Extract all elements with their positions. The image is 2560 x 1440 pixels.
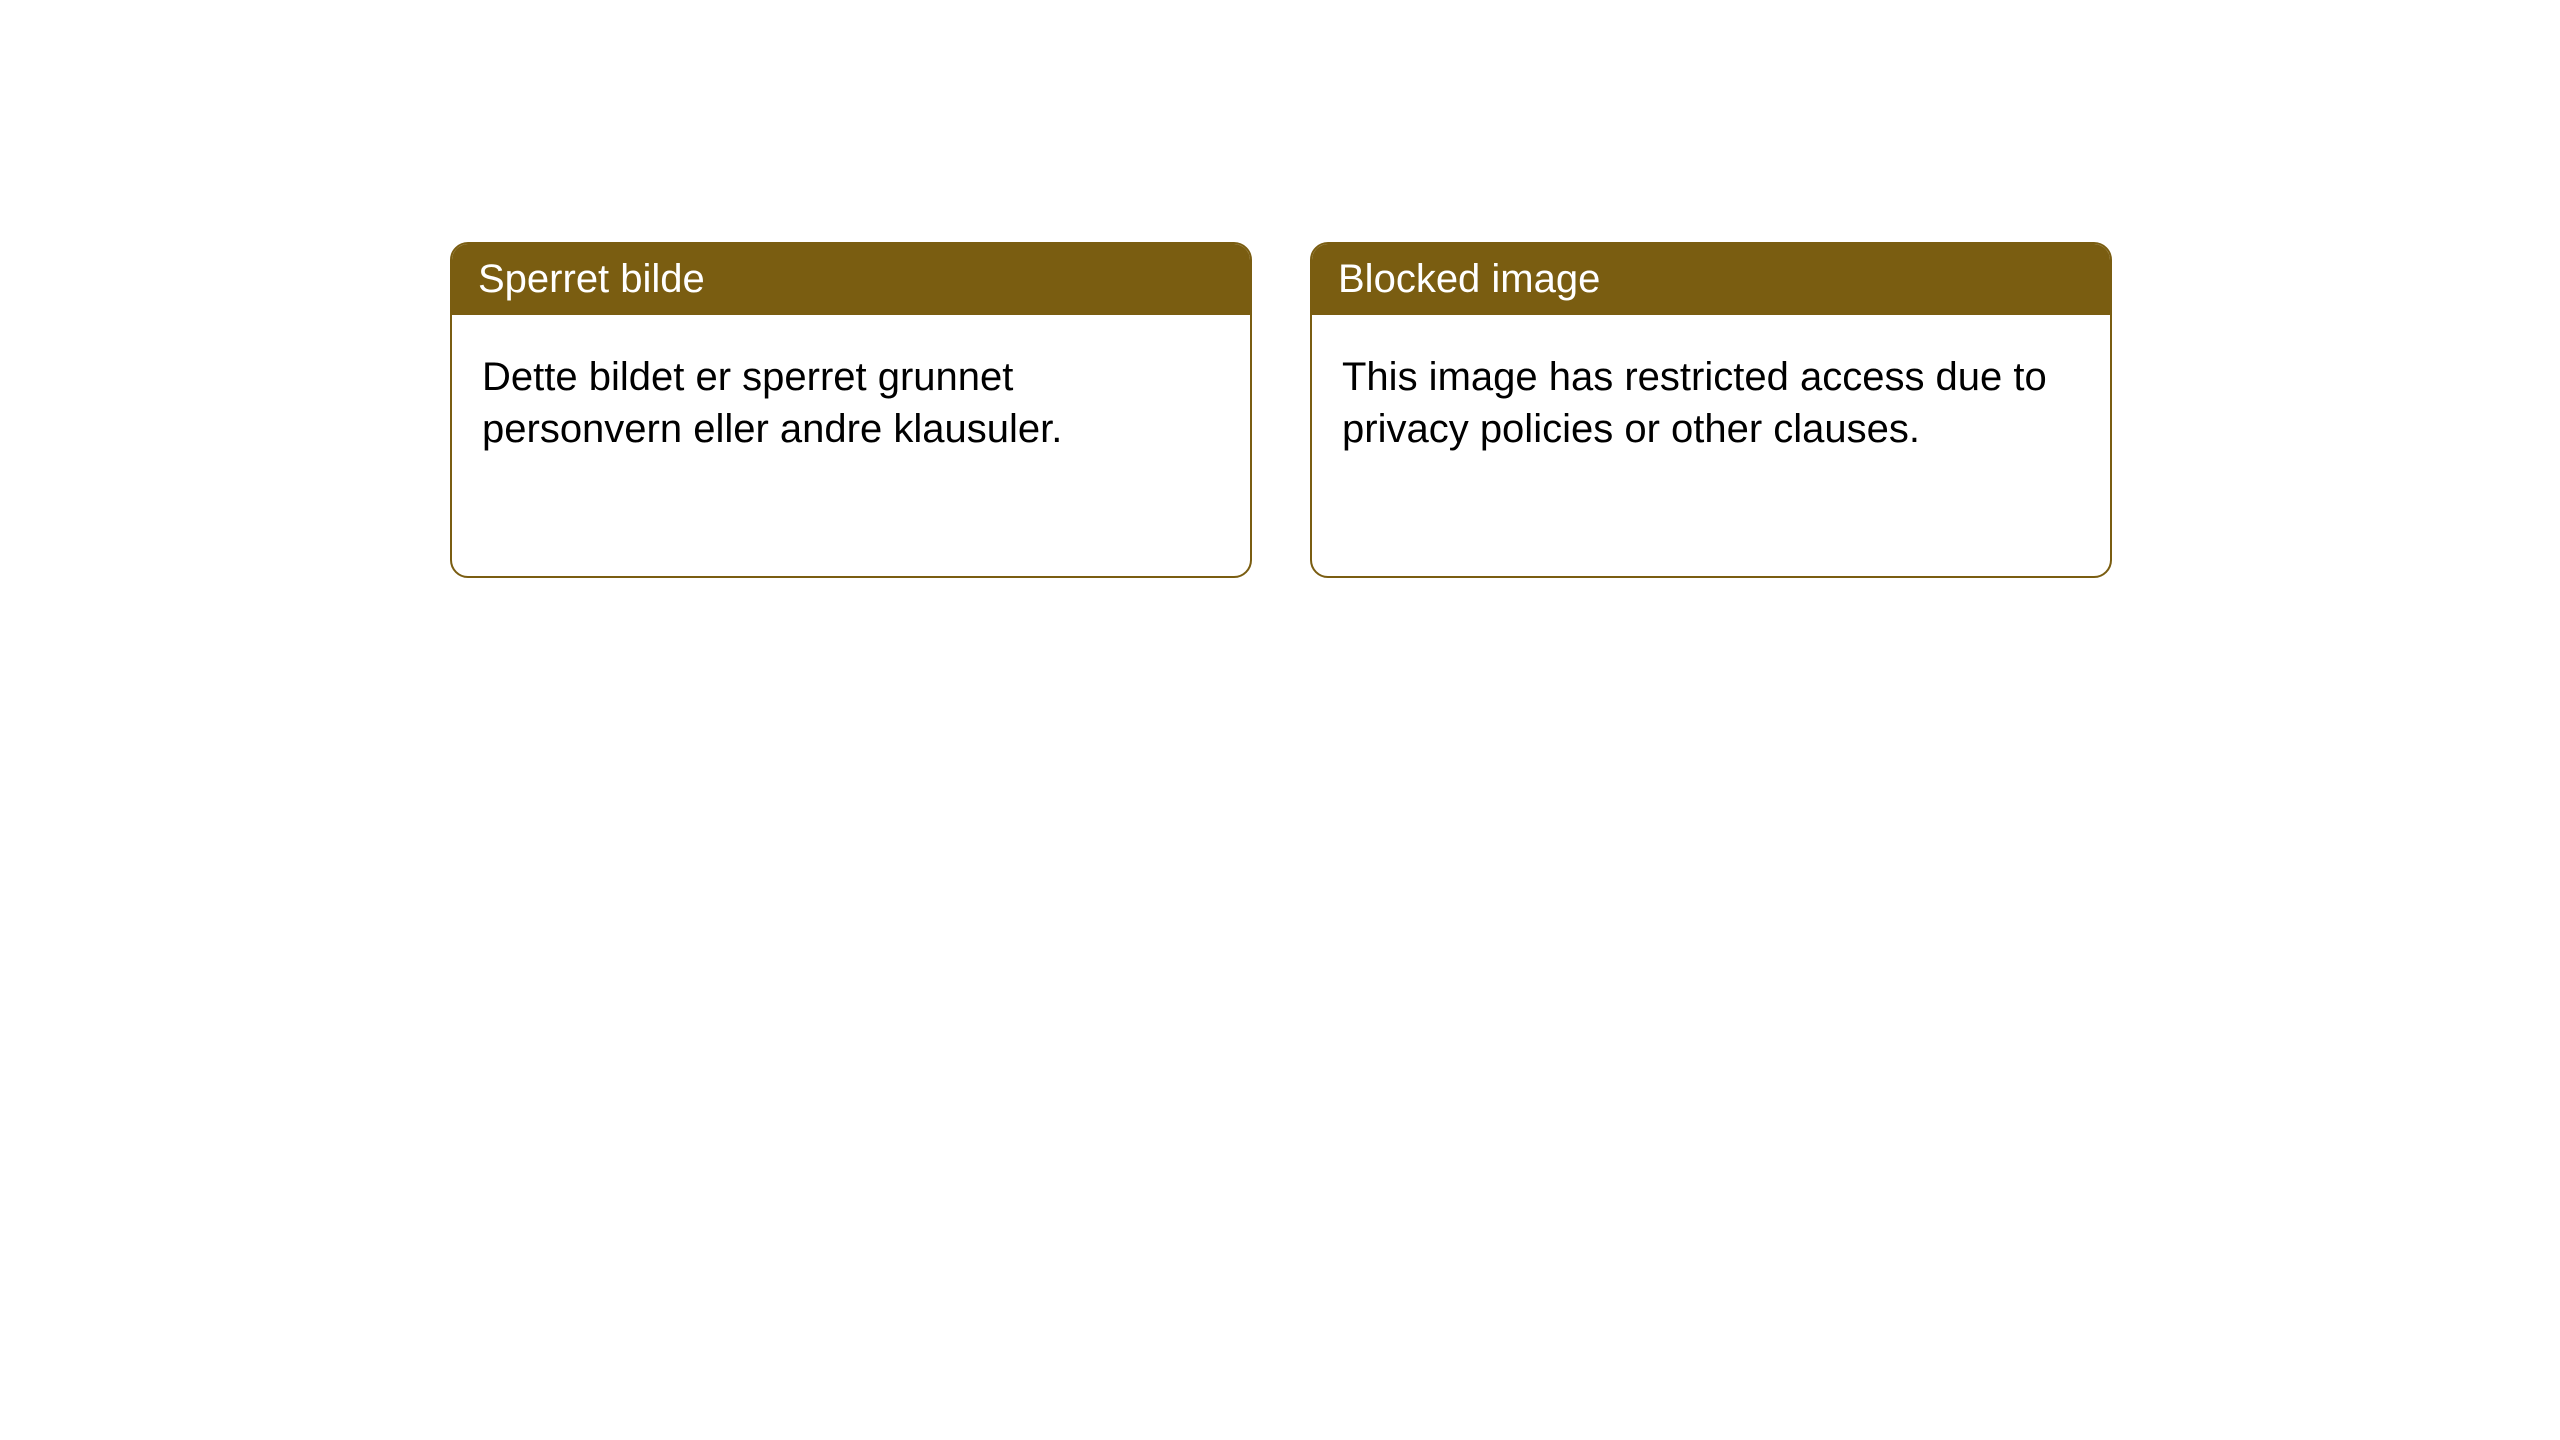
notice-title-english: Blocked image <box>1312 244 2110 315</box>
notice-card-norwegian: Sperret bilde Dette bildet er sperret gr… <box>450 242 1252 578</box>
notice-container: Sperret bilde Dette bildet er sperret gr… <box>450 242 2112 578</box>
notice-card-english: Blocked image This image has restricted … <box>1310 242 2112 578</box>
notice-body-english: This image has restricted access due to … <box>1312 315 2110 491</box>
notice-title-norwegian: Sperret bilde <box>452 244 1250 315</box>
notice-body-norwegian: Dette bildet er sperret grunnet personve… <box>452 315 1250 491</box>
